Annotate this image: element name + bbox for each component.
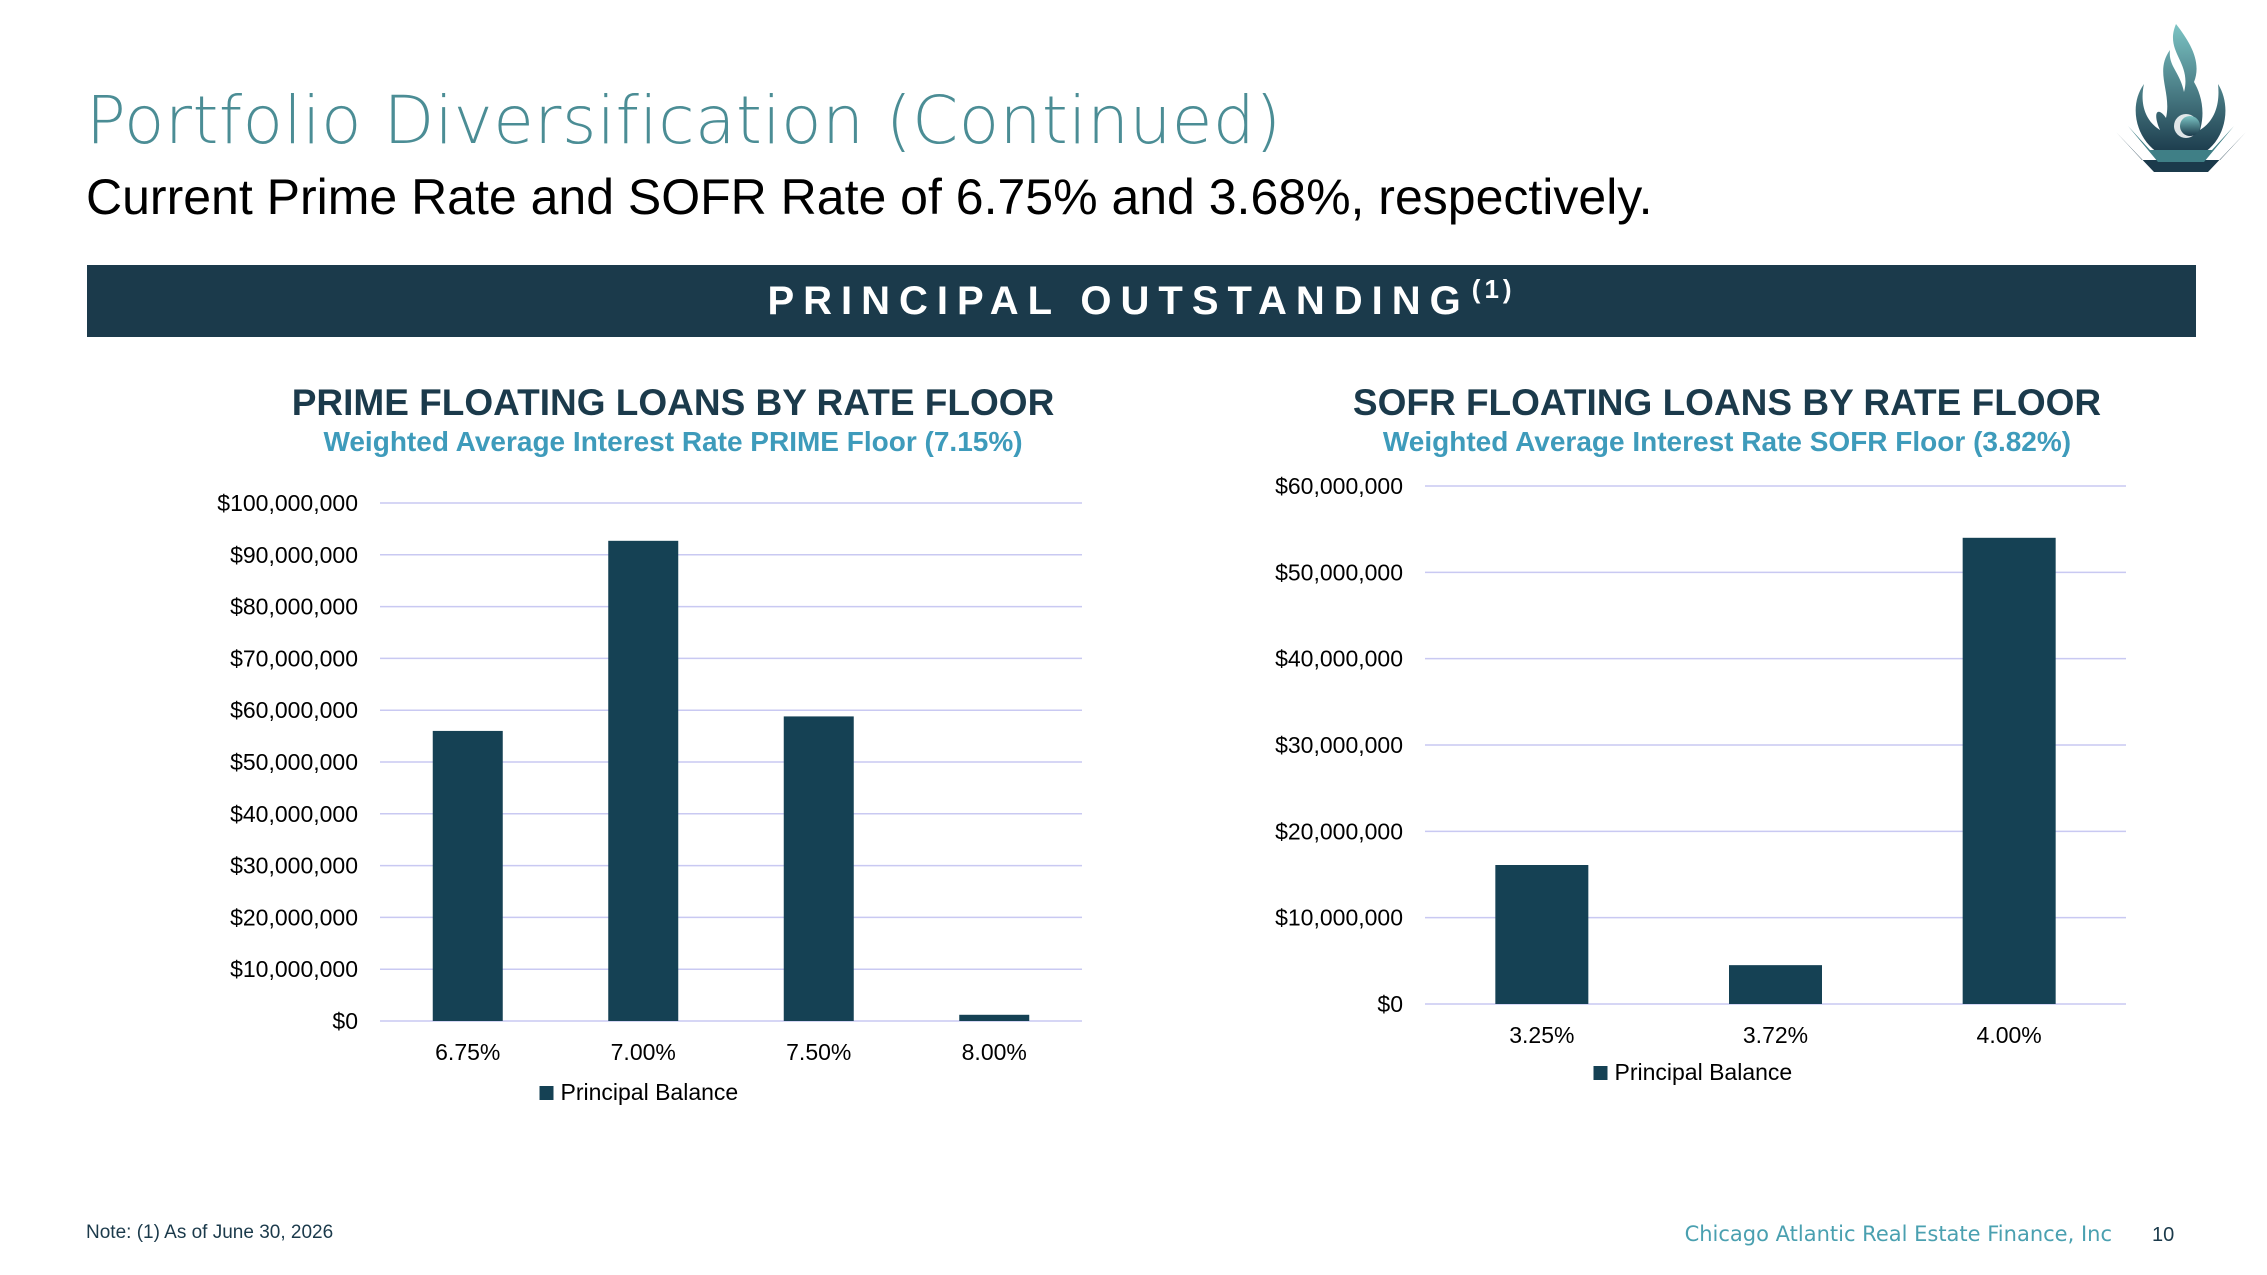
chart1-legend-label: Principal Balance bbox=[561, 1079, 739, 1105]
chart1-category-label: 7.50% bbox=[786, 1039, 851, 1065]
chart1-ytick-label: $30,000,000 bbox=[230, 853, 358, 879]
chart1-bar-7.50% bbox=[783, 716, 854, 1021]
chart2-ytick-label: $20,000,000 bbox=[1275, 818, 1403, 844]
chart2-ytick-label: $60,000,000 bbox=[1275, 473, 1403, 499]
chart1-ytick-label: $50,000,000 bbox=[230, 749, 358, 775]
chart1-legend-swatch bbox=[539, 1086, 554, 1100]
chart1-bar-6.75% bbox=[432, 730, 503, 1021]
page-subtitle: Current Prime Rate and SOFR Rate of 6.75… bbox=[86, 169, 1653, 225]
chart2-subtitle: Weighted Average Interest Rate SOFR Floo… bbox=[1383, 426, 2071, 457]
chart1-ytick-label: $60,000,000 bbox=[230, 697, 358, 723]
chart2-ytick-label: $40,000,000 bbox=[1275, 646, 1403, 672]
chart1-ytick-label: $40,000,000 bbox=[230, 801, 358, 827]
banner-footnote-marker: (1) bbox=[1471, 273, 1516, 304]
chart1-title: PRIME FLOATING LOANS BY RATE FLOOR bbox=[292, 382, 1055, 423]
chart1-bar-7.00% bbox=[608, 540, 679, 1021]
chart1-subtitle: Weighted Average Interest Rate PRIME Flo… bbox=[323, 426, 1022, 457]
chart1-category-label: 7.00% bbox=[611, 1039, 676, 1065]
chart2-category-label: 3.25% bbox=[1509, 1022, 1574, 1048]
chart2-legend-label: Principal Balance bbox=[1615, 1059, 1793, 1085]
footer-company: Chicago Atlantic Real Estate Finance, In… bbox=[1684, 1222, 2112, 1246]
page-title: Portfolio Diversification (Continued) bbox=[86, 82, 1282, 159]
chart2-ytick-label: $30,000,000 bbox=[1275, 732, 1403, 758]
chart2-ytick-label: $50,000,000 bbox=[1275, 559, 1403, 585]
chart1-ytick-label: $100,000,000 bbox=[217, 490, 358, 516]
banner-label: PRINCIPAL OUTSTANDING bbox=[767, 278, 1470, 323]
chart2-bar-4.00% bbox=[1962, 537, 2056, 1004]
chart2-ytick-label: $0 bbox=[1377, 991, 1403, 1017]
chart2-title: SOFR FLOATING LOANS BY RATE FLOOR bbox=[1353, 382, 2101, 423]
footer-note: Note: (1) As of June 30, 2026 bbox=[86, 1222, 334, 1243]
chart1-category-label: 6.75% bbox=[435, 1039, 500, 1065]
chart2-category-label: 3.72% bbox=[1743, 1022, 1808, 1048]
chart1-ytick-label: $70,000,000 bbox=[230, 645, 358, 671]
chart2-legend-swatch bbox=[1593, 1066, 1608, 1080]
flame-logo-icon bbox=[2116, 24, 2246, 172]
chart1-ytick-label: $20,000,000 bbox=[230, 904, 358, 930]
chart2-bar-3.25% bbox=[1495, 865, 1589, 1004]
chart2-ytick-label: $10,000,000 bbox=[1275, 905, 1403, 931]
chart2-category-label: 4.00% bbox=[1977, 1022, 2042, 1048]
chart1-ytick-label: $90,000,000 bbox=[230, 542, 358, 568]
chart1-ytick-label: $0 bbox=[332, 1008, 358, 1034]
chart1-category-label: 8.00% bbox=[962, 1039, 1027, 1065]
chart2-bar-3.72% bbox=[1729, 965, 1822, 1004]
chart1-bar-8.00% bbox=[959, 1014, 1030, 1021]
principal-outstanding-banner: PRINCIPAL OUTSTANDING (1) bbox=[87, 265, 2196, 337]
chart1-ytick-label: $80,000,000 bbox=[230, 594, 358, 620]
page-number: 10 bbox=[2152, 1224, 2175, 1246]
chart1-ytick-label: $10,000,000 bbox=[230, 956, 358, 982]
